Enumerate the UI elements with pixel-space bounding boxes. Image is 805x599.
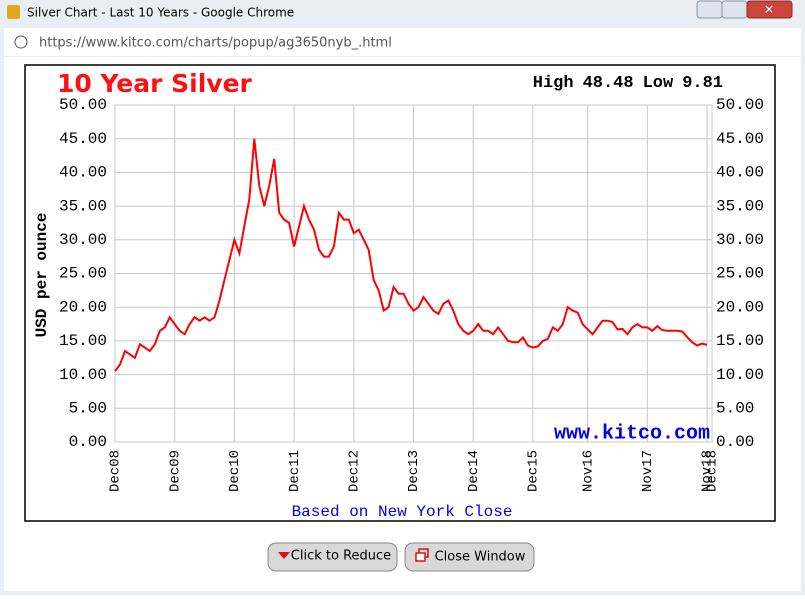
url: https://www.kitco.com/charts/popup/ag365… [39, 36, 392, 51]
x-tick-label: Dec15 [526, 450, 542, 492]
y2-tick-label: 20.00 [716, 298, 764, 316]
y-tick-label: 25.00 [59, 265, 107, 283]
y2-tick-label: 25.00 [716, 265, 764, 283]
y2-tick-label: 30.00 [716, 231, 764, 249]
price-line [114, 138, 708, 372]
x-tick-label: Dec12 [347, 450, 363, 492]
watermark: www.kitco.com [554, 422, 710, 445]
close-button[interactable] [746, 0, 793, 19]
y2-tick-label: 40.00 [716, 164, 764, 182]
y2-tick-label: 10.00 [716, 366, 764, 384]
y2-tick-label: 35.00 [716, 197, 764, 215]
maximize-button[interactable] [721, 0, 748, 19]
high-low-part: Low [643, 74, 674, 93]
y-axis-label: USD per ounce [33, 213, 51, 338]
y-tick-label: 30.00 [59, 231, 107, 249]
button-label: Close Window [435, 550, 526, 565]
reduce-icon [278, 552, 290, 559]
y-tick-label: 20.00 [59, 298, 107, 316]
y2-tick-label: 45.00 [716, 130, 764, 148]
y-tick-label: 15.00 [59, 332, 107, 350]
chart-title: 10 Year Silver [57, 69, 253, 98]
app-icon [7, 5, 20, 19]
y-tick-label: 5.00 [69, 400, 107, 418]
x-tick-label: Nov18 [700, 450, 716, 492]
y-tick-label: 35.00 [59, 197, 107, 215]
x-tick-label: Dec13 [406, 450, 422, 492]
x-tick-label: Dec10 [227, 450, 243, 492]
reduce-button[interactable]: Click to Reduce [267, 542, 398, 572]
high-low-part: High [533, 74, 574, 93]
info-icon[interactable] [14, 35, 28, 49]
y-tick-label: 40.00 [59, 164, 107, 182]
x-tick-label: Dec14 [466, 450, 482, 492]
y-tick-label: 45.00 [59, 130, 107, 148]
chart: 0.00 0.00 5.00 5.00 10.00 10.00 15.00 15.00 20.0… [33, 69, 764, 521]
y2-tick-label: 50.00 [716, 96, 764, 114]
window-title: Silver Chart - Last 10 Years - Google Ch… [27, 6, 294, 20]
high-low: High 48.48 Low 9.81 [533, 74, 723, 93]
high-low-part: 48.48 [583, 74, 634, 93]
x-tick-label: Dec08 [108, 450, 124, 492]
y-tick-label: 0.00 [69, 433, 107, 451]
y2-tick-label: 0.00 [716, 433, 754, 451]
close-icon: ✕ [764, 3, 774, 17]
address-bar[interactable] [4, 28, 801, 56]
x-tick-label: Dec09 [167, 450, 183, 492]
x-tick-label: Dec11 [287, 450, 303, 492]
y2-tick-label: 5.00 [716, 400, 754, 418]
x-tick-label: Nov16 [580, 450, 596, 492]
minimize-button[interactable] [696, 0, 723, 19]
x-tick-label: Nov17 [640, 450, 656, 492]
window-icon [415, 552, 426, 562]
button-label: Click to Reduce [291, 549, 391, 564]
y-tick-label: 10.00 [59, 366, 107, 384]
y-tick-label: 50.00 [59, 96, 107, 114]
close-window-button[interactable]: Close Window [404, 542, 535, 572]
high-low-part: 9.81 [682, 74, 723, 93]
x-tick-label: Dec18 [705, 450, 721, 492]
y2-tick-label: 15.00 [716, 332, 764, 350]
footnote: Based on New York Close [292, 503, 513, 521]
